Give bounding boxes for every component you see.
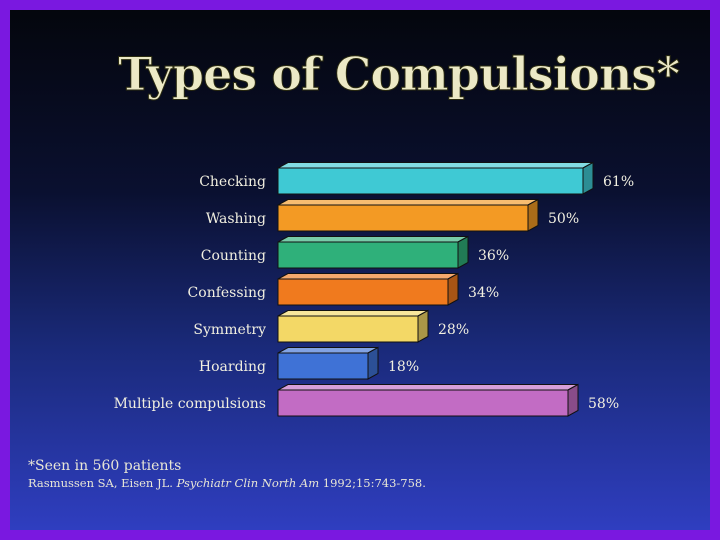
- bar-top-hoarding: [277, 347, 379, 354]
- bar-top-counting: [277, 236, 469, 243]
- bar-front-confessing: [277, 278, 449, 306]
- bar-front-symmetry: [277, 315, 419, 343]
- bar-hoarding: [277, 346, 379, 380]
- chart-title: Types of Compulsions*: [118, 47, 680, 101]
- bar-front-washing: [277, 204, 529, 232]
- bar-symmetry: [277, 309, 429, 343]
- slide: Types of Compulsions* Checking 61% Washing…: [10, 10, 710, 530]
- value-label-hoarding: 18%: [388, 359, 419, 375]
- footnote-note: *Seen in 560 patients: [28, 458, 182, 474]
- category-label-multiple-compulsions: Multiple compulsions: [114, 396, 266, 412]
- bar-front-checking: [277, 167, 584, 195]
- category-label-hoarding: Hoarding: [199, 359, 266, 375]
- citation-journal: Psychiatr Clin North Am: [176, 476, 320, 490]
- bar-multiple-compulsions: [277, 383, 579, 417]
- value-label-confessing: 34%: [468, 285, 499, 301]
- bars-group: Checking 61% Washing 50% Counting 36% Confessi…: [114, 161, 634, 417]
- category-label-symmetry: Symmetry: [193, 322, 266, 338]
- bar-washing: [277, 198, 539, 232]
- bar-front-hoarding: [277, 352, 369, 380]
- bar-end-hoarding: [367, 346, 379, 380]
- bar-end-counting: [457, 235, 469, 269]
- bar-top-multiple-compulsions: [277, 384, 579, 391]
- category-label-washing: Washing: [206, 211, 266, 227]
- bar-top-confessing: [277, 273, 459, 280]
- citation: Rasmussen SA, Eisen JL. Psychiatr Clin N…: [28, 475, 648, 491]
- bar-checking: [277, 161, 594, 195]
- bar-end-confessing: [447, 272, 459, 306]
- bar-end-checking: [582, 161, 594, 195]
- category-label-confessing: Confessing: [188, 285, 266, 301]
- value-label-multiple-compulsions: 58%: [588, 396, 619, 412]
- value-label-washing: 50%: [548, 211, 579, 227]
- value-label-counting: 36%: [478, 248, 509, 264]
- bar-end-washing: [527, 198, 539, 232]
- category-label-checking: Checking: [199, 174, 266, 190]
- bar-top-checking: [277, 162, 594, 169]
- value-label-symmetry: 28%: [438, 322, 469, 338]
- citation-authors: Rasmussen SA, Eisen JL.: [28, 476, 173, 490]
- citation-rest: 1992;15:743-758.: [322, 476, 426, 490]
- bar-end-symmetry: [417, 309, 429, 343]
- footnote: *Seen in 560 patients Rasmussen SA, Eise…: [28, 457, 648, 491]
- bar-front-multiple-compulsions: [277, 389, 569, 417]
- bar-counting: [277, 235, 469, 269]
- value-label-checking: 61%: [603, 174, 634, 190]
- bar-chart: Types of Compulsions* Checking 61% Washing…: [114, 47, 682, 417]
- category-label-counting: Counting: [201, 248, 266, 264]
- bar-front-counting: [277, 241, 459, 269]
- bar-top-symmetry: [277, 310, 429, 317]
- bar-end-multiple-compulsions: [567, 383, 579, 417]
- bar-top-washing: [277, 199, 539, 206]
- bar-confessing: [277, 272, 459, 306]
